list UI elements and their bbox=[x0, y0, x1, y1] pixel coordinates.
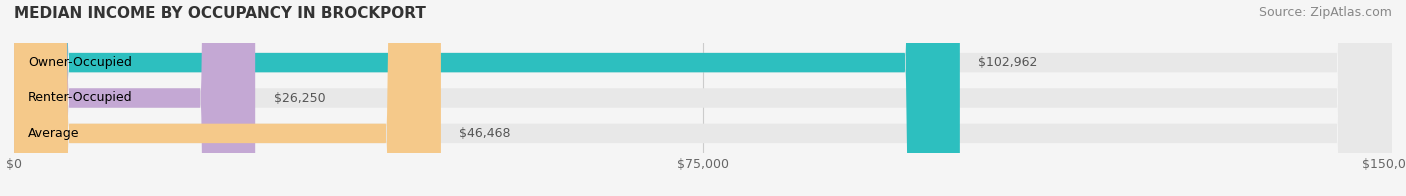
FancyBboxPatch shape bbox=[14, 0, 1392, 196]
Text: $102,962: $102,962 bbox=[979, 56, 1038, 69]
Text: Renter-Occupied: Renter-Occupied bbox=[28, 92, 132, 104]
FancyBboxPatch shape bbox=[14, 0, 441, 196]
FancyBboxPatch shape bbox=[14, 0, 1392, 196]
FancyBboxPatch shape bbox=[14, 0, 1392, 196]
Text: $26,250: $26,250 bbox=[274, 92, 325, 104]
Text: Average: Average bbox=[28, 127, 79, 140]
Text: MEDIAN INCOME BY OCCUPANCY IN BROCKPORT: MEDIAN INCOME BY OCCUPANCY IN BROCKPORT bbox=[14, 6, 426, 21]
Text: Owner-Occupied: Owner-Occupied bbox=[28, 56, 132, 69]
FancyBboxPatch shape bbox=[14, 0, 256, 196]
Text: Source: ZipAtlas.com: Source: ZipAtlas.com bbox=[1258, 6, 1392, 19]
FancyBboxPatch shape bbox=[14, 0, 960, 196]
Text: $46,468: $46,468 bbox=[460, 127, 510, 140]
